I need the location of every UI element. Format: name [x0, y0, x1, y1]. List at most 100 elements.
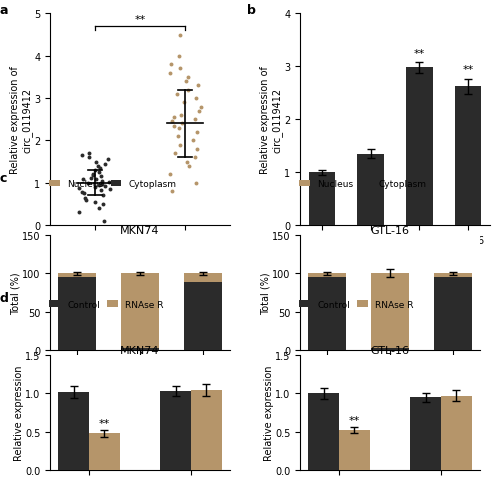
Point — [96, 165, 104, 172]
Point — [85, 154, 93, 162]
Point — [78, 152, 86, 160]
Text: **: ** — [134, 15, 145, 25]
Bar — [308, 173, 336, 226]
Point — [75, 185, 83, 192]
Point — [101, 183, 109, 191]
Point — [176, 142, 184, 149]
Point — [168, 118, 176, 126]
Point — [80, 175, 88, 183]
Text: d: d — [0, 292, 8, 305]
Title: GTL-16: GTL-16 — [370, 225, 410, 235]
Bar — [58, 274, 96, 277]
Point — [184, 74, 192, 82]
Title: MKN74: MKN74 — [120, 345, 160, 355]
Point — [98, 180, 106, 188]
Point — [173, 91, 181, 98]
Point — [184, 86, 192, 94]
Legend: Nucleus, Cytoplasm: Nucleus, Cytoplasm — [296, 176, 430, 192]
Text: **: ** — [462, 65, 473, 75]
Point — [176, 65, 184, 73]
Point — [166, 70, 174, 77]
Bar — [184, 283, 222, 350]
Bar — [454, 87, 481, 226]
Point — [84, 150, 92, 157]
Point — [92, 184, 100, 192]
Point — [194, 129, 202, 136]
Y-axis label: Relative expression of
circ_0119412: Relative expression of circ_0119412 — [260, 66, 282, 174]
Bar — [191, 391, 222, 470]
Legend: Control, RNAse R: Control, RNAse R — [296, 296, 418, 312]
Bar — [58, 277, 96, 350]
Point — [92, 158, 100, 166]
Point — [94, 163, 102, 170]
Point — [94, 181, 102, 189]
Text: c: c — [0, 172, 7, 185]
Bar — [58, 392, 89, 470]
Point — [194, 83, 202, 90]
Point — [89, 172, 97, 180]
Text: b: b — [247, 4, 256, 17]
Bar — [184, 274, 222, 283]
Point — [170, 122, 178, 130]
Point — [190, 137, 198, 145]
Text: a: a — [0, 4, 8, 17]
Point — [96, 173, 104, 181]
Bar — [121, 348, 159, 350]
Bar — [308, 277, 346, 350]
Point — [106, 186, 114, 193]
Point — [192, 116, 200, 124]
Point — [92, 167, 100, 175]
Point — [104, 179, 112, 186]
Text: **: ** — [348, 415, 360, 425]
Point — [176, 32, 184, 39]
Bar — [410, 397, 441, 470]
Point — [168, 188, 176, 196]
Point — [91, 199, 99, 206]
Legend: Control, RNAse R: Control, RNAse R — [46, 296, 168, 312]
Point — [192, 95, 200, 103]
Point — [98, 178, 106, 185]
Point — [171, 150, 179, 157]
Point — [192, 180, 200, 187]
Y-axis label: Relative expression of
circ_0119412: Relative expression of circ_0119412 — [10, 66, 32, 174]
Bar — [160, 391, 191, 470]
Point — [84, 180, 92, 187]
Point — [92, 176, 100, 184]
Point — [87, 174, 95, 182]
Point — [176, 125, 184, 132]
Title: MKN74: MKN74 — [120, 225, 160, 235]
Y-axis label: Total (%): Total (%) — [10, 272, 20, 314]
Bar — [121, 274, 159, 348]
Text: **: ** — [414, 49, 425, 59]
Point — [174, 53, 182, 60]
Point — [97, 187, 105, 195]
Bar — [308, 394, 339, 470]
Title: GTL-16: GTL-16 — [370, 345, 410, 355]
Point — [178, 120, 186, 128]
Point — [95, 169, 103, 177]
Bar — [434, 274, 472, 277]
Point — [196, 108, 203, 115]
Bar — [371, 348, 409, 350]
Y-axis label: Relative expression: Relative expression — [14, 365, 24, 460]
Point — [182, 78, 190, 86]
Bar — [89, 433, 120, 470]
Bar — [358, 155, 384, 226]
Point — [89, 171, 97, 179]
Point — [166, 171, 174, 179]
Bar — [434, 277, 472, 350]
Bar — [339, 431, 370, 470]
Point — [100, 192, 108, 200]
Point — [197, 104, 205, 111]
Point — [76, 209, 84, 217]
Legend: Nucleus, Cytoplasm: Nucleus, Cytoplasm — [46, 176, 180, 192]
Bar — [371, 274, 409, 348]
Bar — [441, 396, 472, 470]
Point — [96, 205, 104, 213]
Point — [101, 160, 109, 168]
Y-axis label: Total (%): Total (%) — [260, 272, 270, 314]
Y-axis label: Relative expression: Relative expression — [264, 365, 274, 460]
Bar — [406, 68, 432, 226]
Point — [99, 201, 107, 208]
Point — [78, 189, 86, 196]
